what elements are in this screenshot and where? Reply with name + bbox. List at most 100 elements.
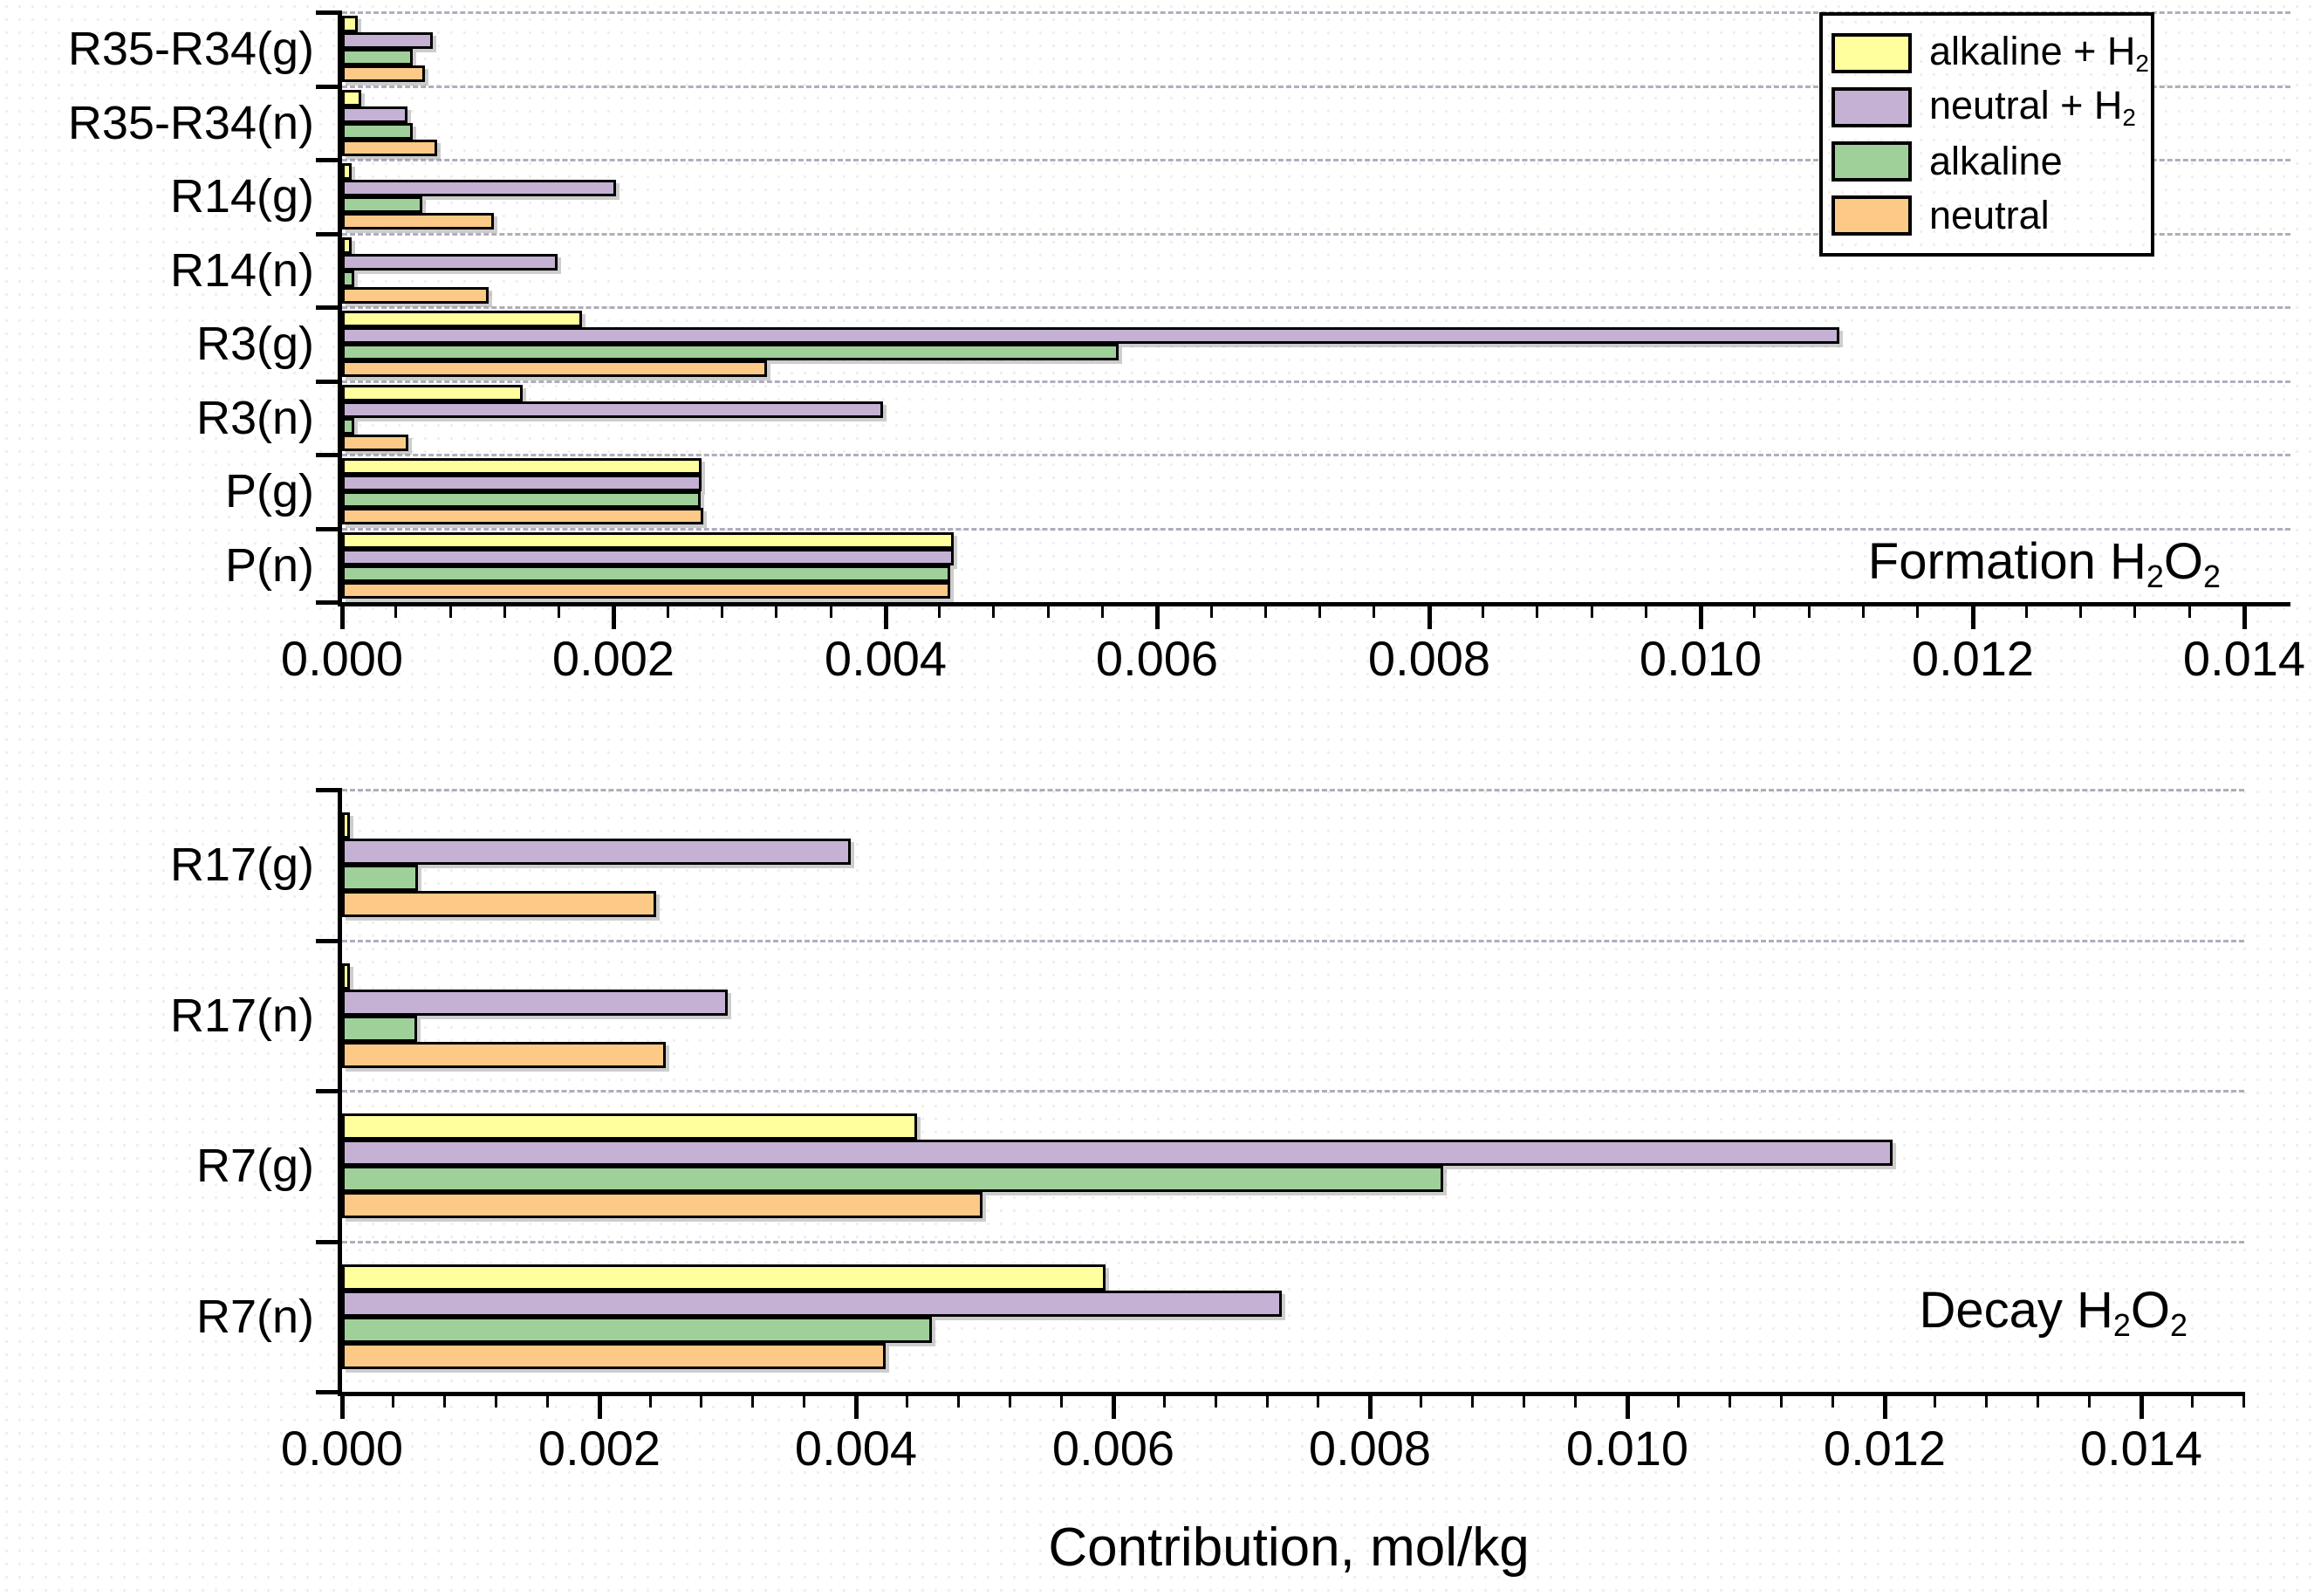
x-axis-minor-tick bbox=[1808, 602, 1811, 618]
subscript: 2 bbox=[2135, 49, 2149, 77]
x-axis-major-tick bbox=[598, 1392, 602, 1419]
y-axis-tick bbox=[316, 84, 342, 89]
subscript: 2 bbox=[2146, 558, 2164, 594]
x-axis-minor-tick bbox=[1047, 602, 1050, 618]
x-axis-minor-tick bbox=[938, 602, 941, 618]
x-axis-minor-tick bbox=[1009, 1392, 1011, 1408]
y-axis-tick bbox=[316, 158, 342, 162]
bar-neutral_h2 bbox=[342, 1140, 1893, 1167]
bar-alkaline_h2 bbox=[342, 89, 361, 106]
decay-chart-title: Decay H2O2 bbox=[1919, 1281, 2187, 1344]
legend-label-neutral_h2: neutral + H2 bbox=[1929, 83, 2136, 132]
gridline bbox=[342, 527, 2290, 531]
legend: alkaline + H2 neutral + H2 alkaline neutral bbox=[1819, 12, 2154, 257]
x-axis-minor-tick bbox=[1317, 1392, 1319, 1408]
bar-neutral bbox=[342, 434, 408, 451]
x-axis-minor-tick bbox=[1318, 602, 1321, 618]
category-label: R35-R34(g) bbox=[67, 23, 314, 76]
x-axis-minor-tick bbox=[906, 1392, 908, 1408]
bar-neutral_h2 bbox=[342, 106, 407, 123]
y-axis-tick bbox=[316, 526, 342, 531]
bar-neutral_h2 bbox=[342, 475, 702, 492]
bar-neutral bbox=[342, 1342, 886, 1369]
bar-alkaline bbox=[342, 491, 701, 509]
x-axis-minor-tick bbox=[1591, 602, 1593, 618]
bar-neutral_h2 bbox=[342, 401, 883, 418]
bar-alkaline_h2 bbox=[342, 1113, 917, 1140]
x-axis-major-tick bbox=[2140, 1392, 2144, 1419]
y-axis-tick bbox=[316, 938, 342, 943]
subscript: 2 bbox=[2203, 558, 2221, 594]
x-axis-minor-tick bbox=[721, 602, 723, 618]
bar-neutral_h2 bbox=[342, 180, 616, 197]
x-axis-minor-tick bbox=[830, 602, 832, 618]
x-axis-minor-tick bbox=[1645, 602, 1647, 618]
y-axis-tick bbox=[316, 379, 342, 384]
y-axis-tick bbox=[316, 1239, 342, 1244]
x-axis-minor-tick bbox=[1729, 1392, 1731, 1408]
bar-alkaline bbox=[342, 1015, 417, 1042]
y-axis-tick bbox=[316, 305, 342, 310]
bar-alkaline_h2 bbox=[342, 812, 350, 839]
bar-neutral_h2 bbox=[342, 327, 1839, 345]
category-label: P(n) bbox=[224, 538, 314, 592]
x-axis-minor-tick bbox=[449, 602, 452, 618]
x-axis-minor-tick bbox=[700, 1392, 702, 1408]
x-tick-label: 0.010 bbox=[1639, 631, 1763, 686]
x-axis-minor-tick bbox=[2242, 1392, 2245, 1408]
x-axis-major-tick bbox=[340, 602, 345, 629]
bar-neutral_h2 bbox=[342, 989, 728, 1016]
x-axis-minor-tick bbox=[2133, 602, 2136, 618]
bar-alkaline_h2 bbox=[342, 16, 358, 33]
x-axis-minor-tick bbox=[558, 602, 560, 618]
gridline bbox=[342, 939, 2244, 942]
subscript: 2 bbox=[2122, 103, 2136, 131]
x-axis-minor-tick bbox=[2188, 602, 2191, 618]
bar-neutral bbox=[342, 213, 494, 230]
bar-neutral bbox=[342, 65, 425, 83]
x-axis-minor-tick bbox=[443, 1392, 446, 1408]
x-axis-minor-tick bbox=[2088, 1392, 2091, 1408]
bar-neutral bbox=[342, 1192, 982, 1219]
bar-alkaline_h2 bbox=[342, 236, 352, 254]
x-axis-minor-tick bbox=[667, 602, 669, 618]
bar-alkaline bbox=[342, 1316, 932, 1343]
bar-alkaline_h2 bbox=[342, 163, 352, 181]
legend-item-neutral_h2: neutral + H2 bbox=[1831, 80, 2142, 134]
x-axis-minor-tick bbox=[1677, 1392, 1680, 1408]
x-axis-minor-tick bbox=[751, 1392, 754, 1408]
x-axis-minor-tick bbox=[803, 1392, 805, 1408]
gridline bbox=[342, 1240, 2244, 1243]
x-tick-label: 0.006 bbox=[1051, 1421, 1175, 1476]
gridline bbox=[342, 454, 2290, 456]
x-axis-minor-tick bbox=[1060, 1392, 1063, 1408]
x-axis-minor-tick bbox=[1101, 602, 1104, 618]
text-part: O bbox=[2130, 1281, 2170, 1339]
x-axis-minor-tick bbox=[1862, 602, 1865, 618]
x-tick-label: 0.010 bbox=[1565, 1421, 1689, 1476]
bar-alkaline_h2 bbox=[342, 458, 702, 476]
bar-neutral bbox=[342, 286, 489, 304]
text-part: O bbox=[2163, 532, 2203, 590]
x-axis-minor-tick bbox=[2037, 1392, 2039, 1408]
category-label: R14(n) bbox=[169, 243, 314, 297]
y-axis-tick bbox=[316, 231, 342, 236]
x-axis-major-tick bbox=[854, 1392, 859, 1419]
x-axis-major-tick bbox=[1428, 602, 1432, 629]
bar-alkaline_h2 bbox=[342, 384, 523, 401]
gridline bbox=[342, 11, 2290, 14]
x-tick-label: 0.000 bbox=[280, 631, 404, 686]
x-tick-label: 0.002 bbox=[551, 631, 675, 686]
x-tick-label: 0.012 bbox=[1823, 1421, 1947, 1476]
bar-alkaline bbox=[342, 1166, 1443, 1193]
x-axis-minor-tick bbox=[1215, 1392, 1217, 1408]
x-axis-minor-tick bbox=[394, 602, 397, 618]
x-axis-minor-tick bbox=[1916, 602, 1919, 618]
formation-chart-title: Formation H2O2 bbox=[1868, 532, 2221, 595]
x-axis-major-tick bbox=[1626, 1392, 1630, 1419]
legend-swatch-neutral_h2 bbox=[1831, 87, 1912, 127]
gridline bbox=[342, 232, 2290, 236]
text-part: neutral bbox=[1929, 193, 2050, 237]
bar-alkaline_h2 bbox=[342, 531, 954, 549]
bar-alkaline_h2 bbox=[342, 1264, 1106, 1291]
